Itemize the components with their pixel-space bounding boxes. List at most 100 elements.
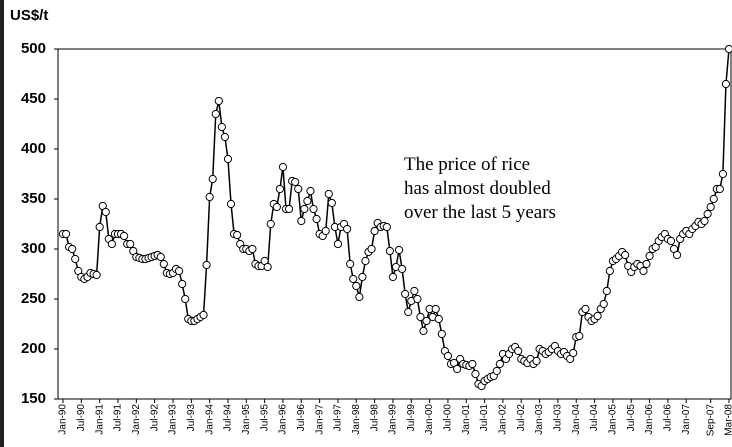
data-point xyxy=(248,244,257,254)
data-point xyxy=(468,359,477,369)
data-point xyxy=(621,250,630,260)
data-point xyxy=(321,226,330,236)
data-point xyxy=(645,251,654,261)
x-tick-label: Jan-02 xyxy=(498,404,509,435)
data-point xyxy=(715,184,724,194)
x-tick-label: Jul-06 xyxy=(663,404,674,432)
data-point xyxy=(434,314,443,324)
data-point xyxy=(431,304,440,314)
data-point xyxy=(61,229,71,239)
data-point xyxy=(205,192,214,202)
data-point xyxy=(217,122,226,132)
data-point xyxy=(605,266,614,276)
data-point xyxy=(92,270,101,280)
data-point xyxy=(355,292,364,302)
data-point xyxy=(398,264,407,274)
data-point xyxy=(199,310,208,320)
data-point xyxy=(404,307,413,317)
data-point xyxy=(226,199,236,209)
data-point xyxy=(120,231,129,241)
data-point xyxy=(68,244,77,254)
data-point xyxy=(700,216,709,226)
x-tick-label: Jan-04 xyxy=(571,404,582,435)
data-point xyxy=(107,239,116,249)
data-point xyxy=(272,202,281,212)
y-tick-label: 300 xyxy=(21,240,46,257)
y-tick-label: 250 xyxy=(21,290,46,307)
x-tick-label: Sep-07 xyxy=(705,404,716,437)
data-point xyxy=(346,259,355,269)
x-tick-label: Jul-99 xyxy=(406,404,417,432)
x-tick-label: Jul-95 xyxy=(259,404,270,432)
x-tick-label: Jan-06 xyxy=(644,404,655,435)
x-tick-label: Jan-97 xyxy=(314,404,325,435)
data-point xyxy=(309,204,318,214)
x-tick-label: Jul-90 xyxy=(76,404,87,432)
data-point xyxy=(223,154,233,164)
data-point xyxy=(284,204,294,214)
data-point xyxy=(324,189,333,199)
data-point xyxy=(453,364,462,374)
data-point xyxy=(333,239,343,249)
x-tick-label: Jan-03 xyxy=(534,404,545,435)
x-tick-label: Jul-93 xyxy=(186,404,197,432)
x-tick-label: Jan-01 xyxy=(461,404,472,435)
x-tick-label: Jan-90 xyxy=(58,404,69,435)
x-tick-label: Jul-91 xyxy=(113,404,124,432)
data-point xyxy=(327,198,336,208)
data-point xyxy=(266,219,275,229)
annotation: has almost doubled xyxy=(404,178,551,199)
data-point xyxy=(95,222,104,232)
data-point xyxy=(278,162,288,172)
annotation: The price of rice xyxy=(404,154,530,175)
data-point xyxy=(532,356,541,366)
data-point xyxy=(208,174,217,184)
data-point xyxy=(214,96,223,106)
x-tick-label: Jan-94 xyxy=(204,404,215,435)
x-tick-label: Jul-92 xyxy=(149,404,160,432)
data-point xyxy=(220,132,230,142)
x-tick-label: Jul-97 xyxy=(333,404,344,432)
data-point xyxy=(672,250,682,260)
x-tick-label: Jan-07 xyxy=(681,404,692,435)
data-point xyxy=(303,196,312,206)
price-line xyxy=(63,48,730,388)
annotation: over the last 5 years xyxy=(404,202,556,223)
data-point xyxy=(581,304,590,314)
data-point xyxy=(181,294,190,304)
data-point xyxy=(159,259,168,269)
data-point xyxy=(385,246,394,256)
x-tick-label: Jul-94 xyxy=(223,404,234,432)
data-point xyxy=(388,272,398,282)
data-point xyxy=(156,252,165,262)
data-point xyxy=(514,346,523,356)
data-point xyxy=(312,214,321,224)
data-point xyxy=(343,224,352,234)
data-point xyxy=(443,351,453,361)
data-point xyxy=(174,266,184,276)
data-point xyxy=(126,239,135,249)
data-point xyxy=(101,207,110,217)
x-tick-label: Jul-02 xyxy=(516,404,527,432)
data-point xyxy=(492,366,501,376)
data-point xyxy=(724,44,732,54)
y-tick-label: 350 xyxy=(21,190,46,207)
x-tick-label: Jan-95 xyxy=(241,404,252,435)
x-tick-label: Jan-91 xyxy=(94,404,105,435)
x-tick-label: Jul-03 xyxy=(553,404,564,432)
data-point xyxy=(263,262,272,272)
data-point xyxy=(367,244,376,254)
data-point xyxy=(202,260,211,270)
data-point xyxy=(233,230,242,240)
y-tick-label: 200 xyxy=(21,340,46,357)
data-point xyxy=(602,286,611,296)
data-point xyxy=(471,369,480,379)
data-point xyxy=(437,329,446,339)
data-point xyxy=(297,216,306,226)
data-point xyxy=(394,245,404,255)
data-point xyxy=(666,236,676,246)
data-point xyxy=(709,194,718,204)
data-point xyxy=(352,281,361,291)
data-point xyxy=(569,348,578,358)
